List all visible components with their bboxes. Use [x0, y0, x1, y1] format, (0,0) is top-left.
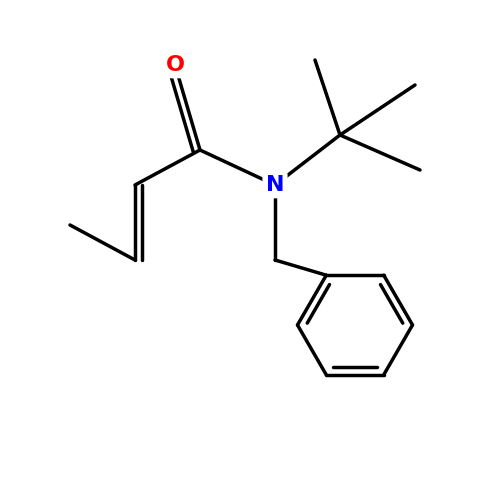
Text: N: N: [266, 175, 284, 195]
Text: O: O: [166, 55, 184, 75]
